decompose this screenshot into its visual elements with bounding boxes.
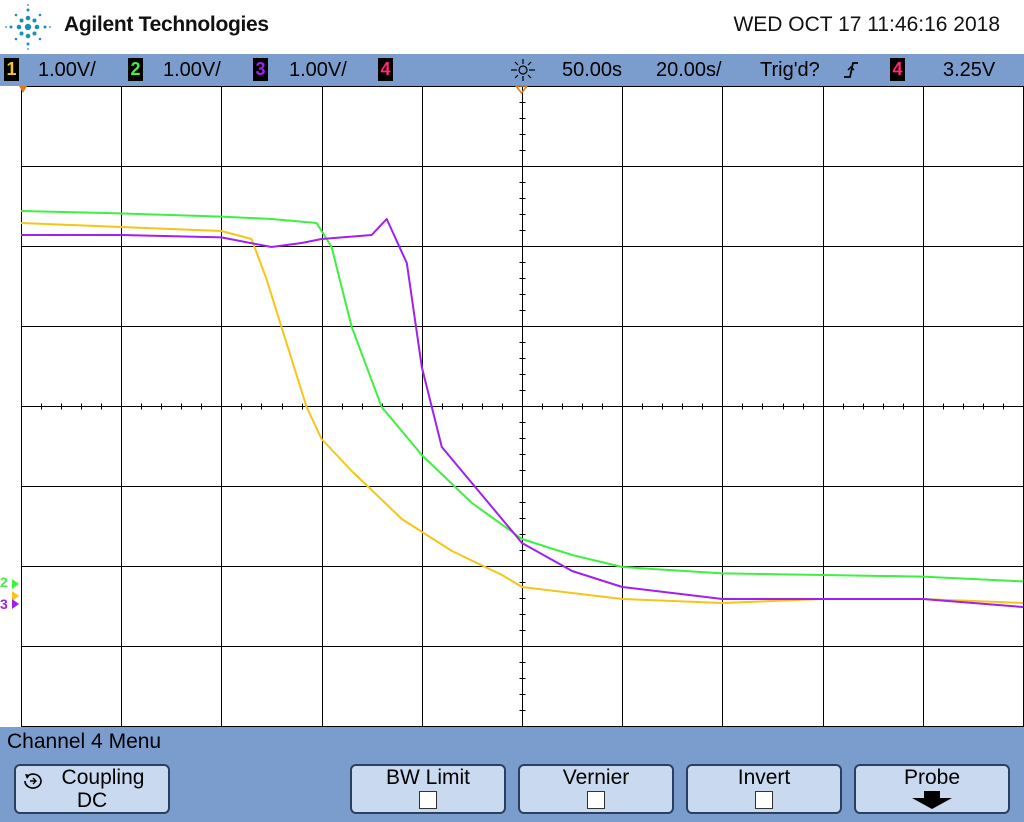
channel-3-scale: 1.00V/: [289, 59, 347, 81]
rising-edge-icon: [844, 62, 858, 78]
bw-limit-button[interactable]: BW Limit: [350, 764, 506, 814]
channel-3-trace: [21, 218, 1024, 608]
invert-label: Invert: [737, 766, 791, 789]
softkey-menu: Channel 4 Menu Coupling DC BW Limit Vern…: [0, 727, 1024, 822]
waveform-display: [21, 86, 1024, 727]
bw-limit-checkbox[interactable]: [419, 791, 437, 809]
header-bar: Agilent Technologies WED OCT 17 11:46:16…: [0, 0, 1024, 54]
bw-limit-label: BW Limit: [386, 766, 470, 789]
coupling-label: Coupling: [61, 766, 145, 789]
probe-label: Probe: [903, 766, 961, 789]
time-scale: 20.00s/: [656, 59, 722, 81]
probe-button[interactable]: Probe: [854, 764, 1010, 814]
channel-4-badge[interactable]: 4: [378, 58, 393, 81]
vernier-label: Vernier: [562, 766, 630, 789]
channel-3-badge[interactable]: 3: [253, 58, 268, 81]
brand-title: Agilent Technologies: [64, 13, 269, 36]
channel-2-scale: 1.00V/: [163, 59, 221, 81]
coupling-button[interactable]: Coupling DC: [14, 764, 170, 814]
trigger-position-marker: [19, 86, 27, 93]
vernier-button[interactable]: Vernier: [518, 764, 674, 814]
channel-2-arrow-icon: [12, 579, 19, 589]
datetime-readout: WED OCT 17 11:46:16 2018: [733, 13, 1000, 36]
trigger-state: Trig'd?: [760, 59, 820, 81]
channel-2-badge[interactable]: 2: [128, 58, 143, 81]
channel-1-arrow-icon: [12, 591, 19, 601]
agilent-spark-icon: [5, 4, 51, 50]
channel-3-ground-marker[interactable]: 3: [0, 596, 8, 612]
trigger-source-badge[interactable]: 4: [890, 58, 905, 81]
time-reference-marker: [515, 85, 529, 95]
channel-1-badge[interactable]: 1: [4, 58, 19, 81]
channel-1-trace: [21, 222, 1024, 604]
coupling-value: DC: [76, 789, 108, 812]
menu-title: Channel 4 Menu: [7, 730, 162, 753]
vernier-checkbox[interactable]: [587, 791, 605, 809]
rotate-icon: [24, 773, 42, 789]
arrow-down-icon: [912, 791, 952, 809]
channel-2-ground-marker[interactable]: 2: [0, 574, 8, 590]
timebase-icon: [511, 59, 535, 81]
channel-2-trace: [21, 210, 1024, 583]
invert-button[interactable]: Invert: [686, 764, 842, 814]
channel-1-scale: 1.00V/: [38, 59, 96, 81]
time-delay: 50.00s: [562, 59, 623, 81]
status-bar: 1 1.00V/ 2 1.00V/ 3 1.00V/ 4 50.00s 20.0…: [0, 54, 1024, 86]
channel-3-arrow-icon: [12, 599, 19, 609]
invert-checkbox[interactable]: [755, 791, 773, 809]
channel-ground-markers: 2 3: [0, 572, 22, 622]
trigger-level: 3.25V: [943, 59, 996, 81]
